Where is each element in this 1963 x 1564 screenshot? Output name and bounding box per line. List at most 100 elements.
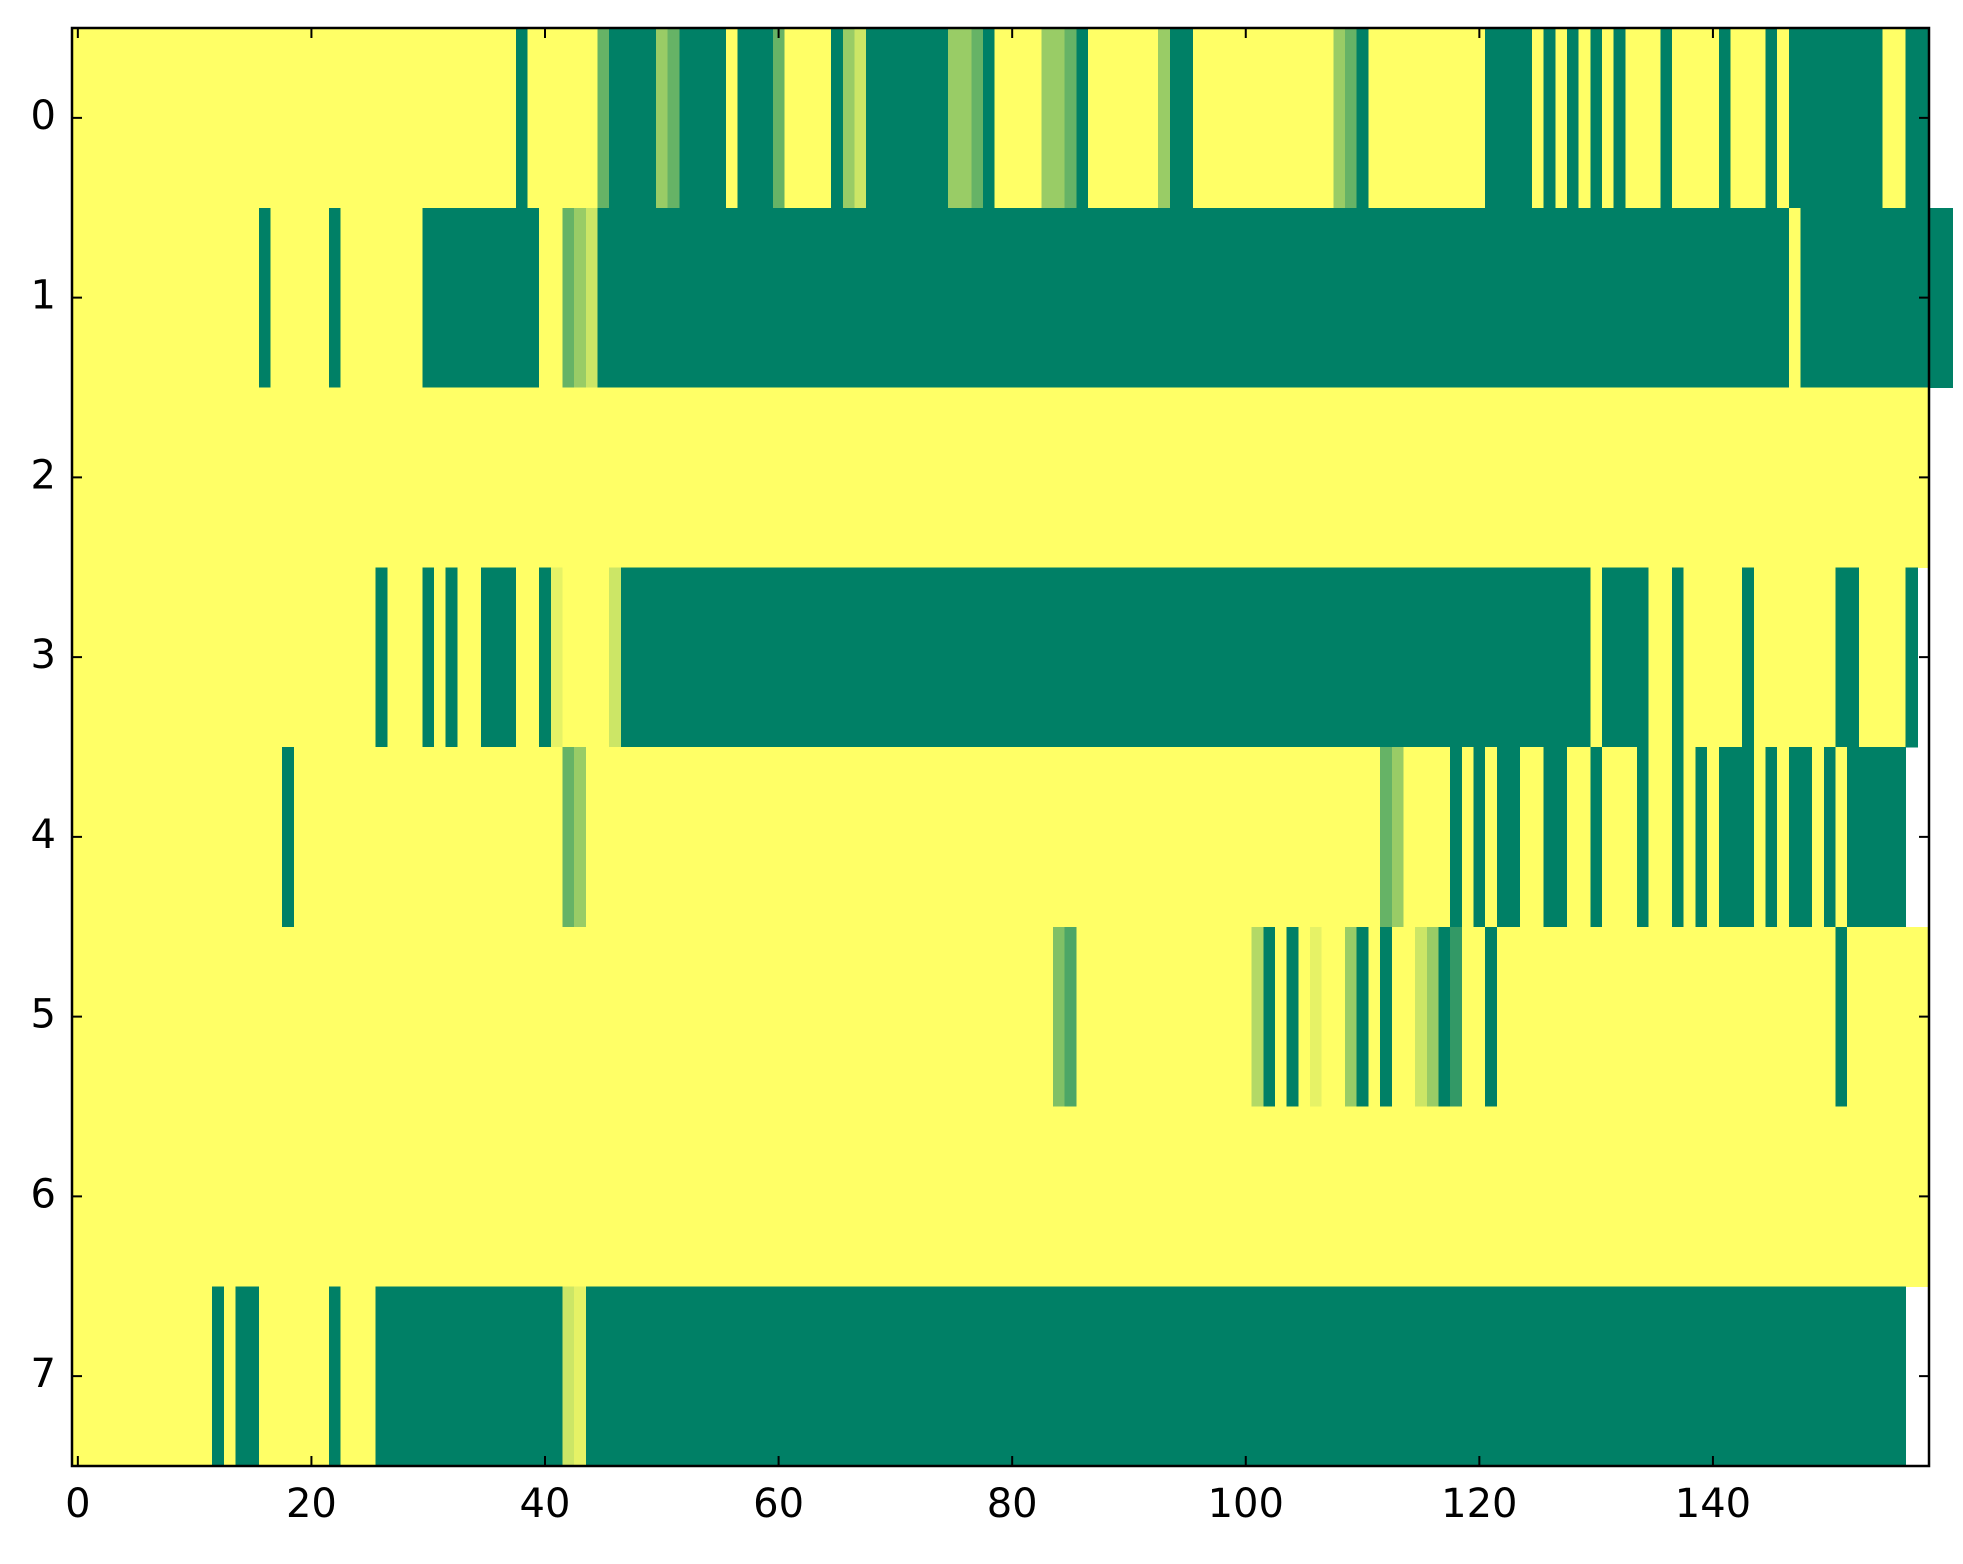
- cell: [597, 387, 610, 568]
- cell: [632, 926, 645, 1108]
- cell: [258, 28, 272, 209]
- x-tick-label: 100: [1208, 1481, 1284, 1527]
- cell: [947, 747, 961, 928]
- cell: [1555, 567, 1568, 748]
- cell: [574, 747, 587, 928]
- cell: [1788, 567, 1802, 748]
- cell: [1835, 747, 1848, 928]
- cell: [1321, 1106, 1334, 1287]
- cell: [1251, 28, 1264, 209]
- cell: [317, 387, 330, 568]
- cell: [574, 926, 587, 1108]
- cell: [971, 567, 984, 748]
- cell: [1123, 387, 1136, 568]
- cell: [1461, 207, 1475, 389]
- cell: [1321, 28, 1334, 209]
- cell: [1520, 387, 1533, 568]
- cell: [317, 926, 330, 1108]
- cell: [270, 387, 283, 568]
- cell: [1508, 926, 1521, 1108]
- cell: [1695, 567, 1708, 748]
- cell: [585, 1286, 599, 1467]
- cell: [515, 387, 529, 568]
- cell: [1064, 926, 1078, 1108]
- cell: [994, 926, 1007, 1108]
- cell: [188, 567, 202, 748]
- cell: [1251, 387, 1264, 568]
- cell: [620, 1106, 634, 1287]
- cell: [550, 28, 564, 209]
- cell: [1029, 567, 1042, 748]
- cell: [1578, 1286, 1591, 1467]
- cell: [1368, 1286, 1381, 1467]
- cell: [480, 28, 494, 209]
- cell: [340, 567, 353, 748]
- cell: [1590, 747, 1603, 928]
- cell: [223, 387, 237, 568]
- cell: [469, 28, 482, 209]
- cell: [340, 747, 353, 928]
- cell: [1473, 1106, 1486, 1287]
- cell: [1193, 926, 1206, 1108]
- cell: [1158, 567, 1171, 748]
- cell: [1473, 207, 1486, 389]
- cell: [1111, 1106, 1124, 1287]
- cell: [1555, 28, 1568, 209]
- cell: [1637, 926, 1650, 1108]
- cell: [1263, 1286, 1276, 1467]
- cell: [1777, 1286, 1790, 1467]
- cell: [1286, 28, 1299, 209]
- cell: [982, 747, 996, 928]
- cell: [363, 1286, 377, 1467]
- cell: [1006, 1106, 1019, 1287]
- cell: [1099, 207, 1113, 389]
- cell: [1695, 207, 1708, 389]
- cell: [130, 387, 143, 568]
- cell: [1345, 747, 1358, 928]
- cell: [901, 567, 914, 748]
- cell: [691, 926, 704, 1108]
- cell: [1905, 28, 1918, 209]
- cell: [1765, 207, 1778, 389]
- cell: [1870, 567, 1883, 748]
- cell: [936, 567, 949, 748]
- cell: [480, 1106, 494, 1287]
- cell: [1123, 28, 1136, 209]
- cell: [130, 1286, 143, 1467]
- cell: [1858, 1106, 1872, 1287]
- cell: [550, 1106, 564, 1287]
- x-tick-label: 120: [1441, 1481, 1517, 1527]
- cell: [562, 387, 575, 568]
- cell: [422, 926, 435, 1108]
- cell: [1018, 387, 1031, 568]
- cell: [153, 28, 167, 209]
- cell: [1508, 747, 1521, 928]
- cell: [223, 1106, 237, 1287]
- cell: [504, 1106, 517, 1287]
- cell: [1543, 28, 1556, 209]
- cell: [153, 387, 167, 568]
- cell: [1543, 747, 1556, 928]
- cell: [1543, 207, 1556, 389]
- cell: [1321, 207, 1334, 389]
- cell: [539, 1106, 552, 1287]
- cell: [877, 1106, 891, 1287]
- cell: [1263, 207, 1276, 389]
- cell: [761, 28, 774, 209]
- cell: [889, 28, 902, 209]
- cell: [293, 387, 307, 568]
- cell: [165, 567, 178, 748]
- cell: [212, 28, 225, 209]
- cell: [1765, 926, 1778, 1108]
- cell: [1274, 28, 1288, 209]
- cell: [772, 747, 786, 928]
- cell: [1438, 926, 1451, 1108]
- cell: [585, 207, 599, 389]
- cell: [1765, 567, 1778, 748]
- cell: [515, 28, 529, 209]
- cell: [1333, 1106, 1346, 1287]
- cell: [1426, 1286, 1440, 1467]
- cell: [200, 207, 213, 389]
- cell: [1637, 387, 1650, 568]
